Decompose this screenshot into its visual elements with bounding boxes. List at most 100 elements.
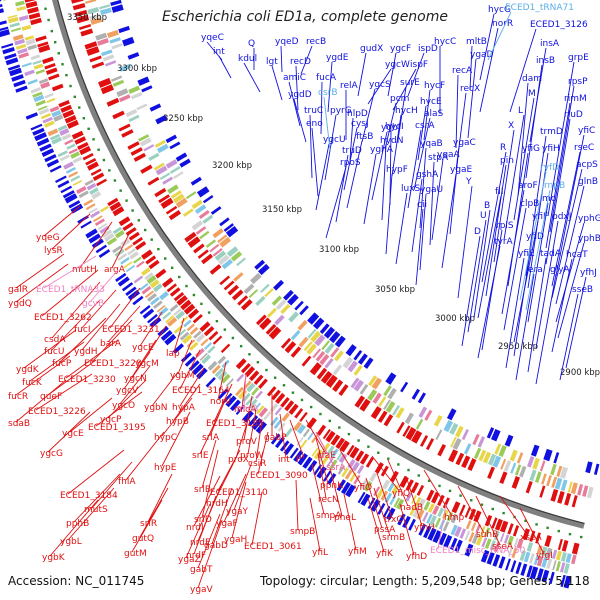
gene-label-sdaB[interactable]: sdaB — [8, 419, 30, 429]
gene-label-yfhH[interactable]: yfhH — [414, 523, 435, 533]
gene-label-kdul[interactable]: kdul — [238, 54, 257, 64]
gene-label-yfiD[interactable]: yfiD — [526, 232, 544, 242]
gene-label-fucI[interactable]: fucI — [74, 325, 90, 335]
gene-label-glnB[interactable]: glnB — [578, 177, 598, 187]
gene-label-yfiH[interactable]: yfiH — [542, 144, 560, 154]
gene-label-ygcU[interactable]: ygcU — [323, 135, 346, 145]
gene-label-yfiE[interactable]: yfiE — [518, 249, 535, 259]
gene-label-Q[interactable]: Q — [248, 39, 255, 49]
gene-label-mutS[interactable]: mutS — [84, 505, 108, 515]
gene-label-ygbN[interactable]: ygbN — [144, 403, 167, 413]
gene-label-rseC[interactable]: rseC — [574, 143, 594, 153]
gene-label-aroF[interactable]: aroF — [518, 181, 538, 191]
gene-label-clpB[interactable]: clpB — [520, 199, 539, 209]
gene-label-insA[interactable]: insA — [540, 39, 560, 49]
gene-label-luxS[interactable]: luxS — [401, 184, 421, 194]
gene-label-ftsB[interactable]: ftsB — [356, 132, 373, 142]
gene-label-glyA[interactable]: glyA — [550, 265, 571, 275]
gene-label-rpoS[interactable]: rpoS — [340, 158, 361, 168]
gene-label-pcm[interactable]: pcm — [390, 94, 409, 104]
gene-label-ECED1_3231[interactable]: ECED1_3231 — [102, 325, 160, 335]
gene-label-ygdE[interactable]: ygdE — [326, 53, 349, 63]
gene-label-ygcS[interactable]: ygcS — [369, 80, 391, 90]
gene-label-recN[interactable]: recN — [318, 495, 339, 505]
gene-label-ECED1_3230[interactable]: ECED1_3230 — [58, 375, 116, 385]
gene-label-gutQ[interactable]: gutQ — [132, 534, 154, 544]
gene-label-hycG[interactable]: hycG — [488, 5, 511, 15]
gene-label-yqeD[interactable]: yqeD — [275, 37, 299, 47]
gene-label-fhlA[interactable]: fhlA — [118, 477, 136, 487]
gene-label-pyrG[interactable]: pyrG — [330, 106, 352, 116]
gene-label-proX[interactable]: proX — [228, 455, 249, 465]
gene-label-trmD[interactable]: trmD — [540, 127, 563, 137]
gene-label-ygaU[interactable]: ygaU — [420, 185, 443, 195]
gene-label-micA[interactable]: micA — [234, 405, 257, 415]
gene-label-lgt[interactable]: lgt — [266, 57, 278, 67]
gene-label-ygcV[interactable]: ygcV — [116, 386, 139, 396]
gene-label-truD[interactable]: truD — [342, 146, 362, 156]
gene-label-rpsP[interactable]: rpsP — [568, 77, 588, 87]
gene-label-ECED1_3262[interactable]: ECED1_3262 — [34, 313, 92, 323]
gene-label-X[interactable]: X — [508, 121, 514, 131]
gene-label-fucR[interactable]: fucR — [8, 392, 28, 402]
gene-label-stpA[interactable]: stpA — [428, 153, 449, 163]
misc-rna-label[interactable]: micA — [236, 404, 259, 414]
gene-label-recB[interactable]: recB — [306, 37, 326, 47]
gene-label-ECED1_3090[interactable]: ECED1_3090 — [250, 471, 308, 481]
gene-label-ECED1_3184[interactable]: ECED1_3184 — [60, 491, 118, 501]
gene-label-ygaV[interactable]: ygaV — [190, 585, 214, 595]
gene-label-norR[interactable]: norR — [492, 19, 513, 29]
gene-label-pin[interactable]: pin — [500, 156, 514, 166]
gene-label-norV[interactable]: norV — [210, 397, 232, 407]
gene-label-M[interactable]: M — [528, 89, 536, 99]
gene-label-suhB[interactable]: suhB — [476, 530, 498, 540]
rna-label-ECED1_tRNA71[interactable]: ECED1_tRNA71 — [505, 3, 574, 13]
gene-label-gudX[interactable]: gudX — [360, 44, 383, 54]
gene-label-mltB[interactable]: mltB — [466, 37, 487, 47]
gene-label-hycF[interactable]: hycF — [424, 81, 445, 91]
gene-label-proV[interactable]: proV — [236, 437, 258, 447]
gene-label-yfiM[interactable]: yfiM — [348, 547, 367, 557]
gene-label-barA[interactable]: barA — [100, 339, 122, 349]
gene-label-ygbM[interactable]: ygbM — [170, 371, 195, 381]
gene-label-insB[interactable]: insB — [536, 56, 555, 66]
gene-label-hypE[interactable]: hypE — [154, 463, 177, 473]
gene-label-yqeG[interactable]: yqeG — [36, 233, 60, 243]
gene-label-amiC[interactable]: amiC — [283, 73, 306, 83]
gene-label-ygdK[interactable]: ygdK — [16, 365, 40, 375]
gene-label-grpE[interactable]: grpE — [568, 53, 589, 63]
gene-label-mutH[interactable]: mutH — [72, 265, 97, 275]
gene-label-gshA[interactable]: gshA — [416, 170, 439, 180]
gene-label-smpA[interactable]: smpA — [316, 511, 342, 521]
gene-label-ispD[interactable]: ispD — [418, 44, 438, 54]
gene-label-cii[interactable]: cii — [417, 200, 427, 210]
misc-rna-label[interactable]: gcvB — [82, 299, 104, 309]
gene-label-trxC[interactable]: trxC — [384, 515, 403, 525]
gene-label-yfhD[interactable]: yfhD — [406, 552, 427, 562]
gene-label-ygaD[interactable]: ygaD — [470, 50, 494, 60]
gene-label-recD[interactable]: recD — [290, 57, 311, 67]
gene-label-ygaY[interactable]: ygaY — [226, 507, 249, 517]
gene-label-ygaF[interactable]: ygaF — [216, 519, 238, 529]
gene-label-pdxJ[interactable]: pdxJ — [552, 212, 571, 222]
gene-label-ygaC[interactable]: ygaC — [453, 138, 476, 148]
gene-label-yfiK[interactable]: yfiK — [376, 549, 394, 559]
gene-label-gutM[interactable]: gutM — [124, 549, 147, 559]
gene-label-smpB[interactable]: smpB — [290, 527, 315, 537]
gene-label-hycH[interactable]: hycH — [395, 106, 418, 116]
gene-label-ispF[interactable]: ispF — [410, 60, 428, 70]
gene-label-ECED1_3195[interactable]: ECED1_3195 — [88, 423, 146, 433]
gene-label-yfiO[interactable]: yfiO — [354, 483, 372, 493]
gene-label-dam[interactable]: dam — [522, 74, 542, 84]
gene-label-yphB[interactable]: yphB — [578, 234, 600, 244]
rna-label-rnpB[interactable]: rnpB — [544, 181, 565, 191]
gene-label-ygcW[interactable]: ygcW — [385, 60, 410, 70]
gene-label-D[interactable]: D — [474, 227, 481, 237]
gene-label-gabP[interactable]: gabP — [264, 433, 287, 443]
gene-label-pheL[interactable]: pheL — [334, 513, 356, 523]
gene-label-yfiL[interactable]: yfiL — [312, 548, 328, 558]
gene-label-fII[interactable]: fII — [495, 187, 503, 197]
gene-label-hcaT[interactable]: hcaT — [566, 250, 588, 260]
gene-label-csdA[interactable]: csdA — [44, 335, 66, 345]
gene-label-yfiC[interactable]: yfiC — [578, 126, 595, 136]
